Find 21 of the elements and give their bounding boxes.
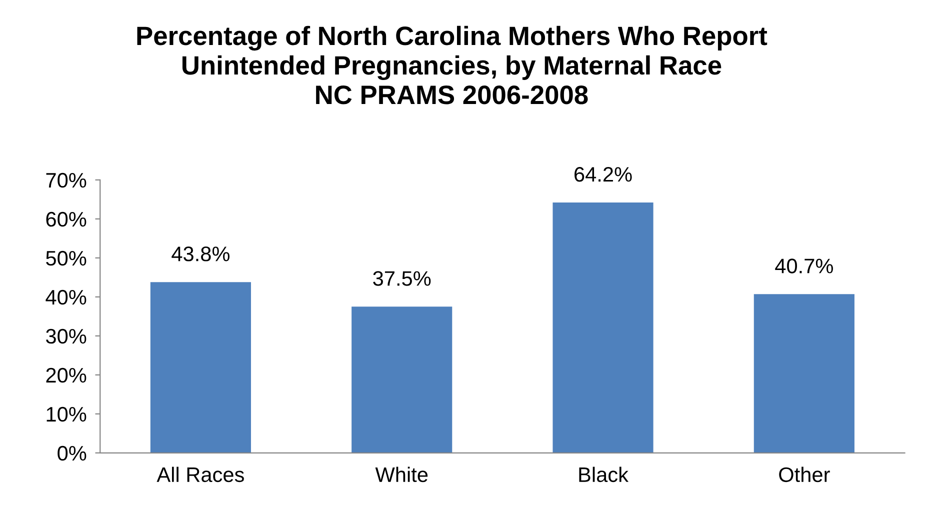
y-tick-label: 70%: [46, 172, 86, 188]
y-tick-label: 40%: [46, 290, 86, 305]
y-tick-label: 20%: [46, 368, 86, 383]
data-label: 43.8%: [172, 246, 230, 262]
x-tick-label: Black: [579, 466, 629, 482]
y-tick-label: 10%: [46, 406, 86, 422]
y-tick-label: 50%: [46, 250, 86, 266]
bar: [552, 202, 654, 453]
y-tick-label: 0%: [58, 446, 86, 461]
x-tick-label: All Races: [156, 466, 244, 482]
y-tick-label: 60%: [46, 212, 86, 227]
data-label: 37.5%: [373, 271, 431, 286]
chart-title: Percentage of North Carolina Mothers Who Report Unintended Pregnancies, by Maternal Race NC PRAMS 2006-2008: [137, 26, 768, 104]
bar: [754, 294, 854, 453]
x-tick-label: White: [375, 466, 428, 482]
y-tick-label: 30%: [46, 328, 86, 344]
data-label: 40.7%: [775, 258, 833, 274]
x-tick-label: Other: [779, 466, 830, 482]
bar: [150, 282, 251, 453]
bar: [352, 306, 452, 453]
data-label: 64.2%: [574, 166, 632, 182]
